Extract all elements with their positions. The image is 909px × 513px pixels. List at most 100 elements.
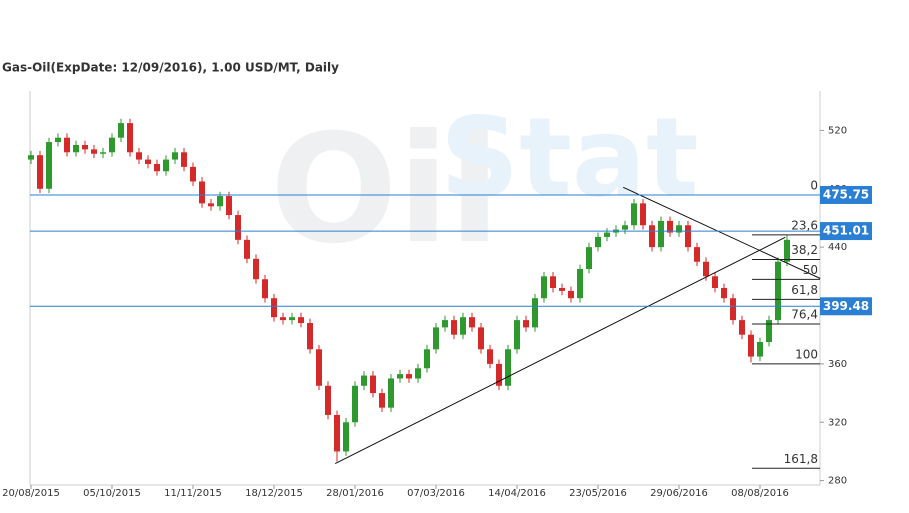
candle-body <box>469 317 475 328</box>
candle-body <box>352 385 358 423</box>
x-tick-label: 20/08/2015 <box>2 488 60 499</box>
fib-label: 161,8 <box>784 452 818 466</box>
candle-body <box>28 155 34 160</box>
price-level-label: 399.48 <box>823 299 869 313</box>
candle-body <box>775 261 781 321</box>
candle-body <box>190 166 196 182</box>
chart-title: Gas-Oil(ExpDate: 12/09/2016), 1.00 USD/M… <box>2 61 339 75</box>
candle-body <box>388 378 394 408</box>
x-tick-label: 14/04/2016 <box>488 488 546 499</box>
candle-body <box>406 374 412 379</box>
candle-body <box>640 203 646 226</box>
candle-body <box>145 159 151 164</box>
candle-body <box>397 374 403 379</box>
candle-body <box>433 327 439 350</box>
candle-body <box>226 196 232 216</box>
candle-body <box>46 142 52 189</box>
candle-body <box>766 320 772 342</box>
candle-body <box>460 317 466 335</box>
candle-body <box>622 225 628 230</box>
fib-label: 38,2 <box>791 243 818 257</box>
y-tick-label: 280 <box>828 476 847 487</box>
candle-body <box>316 349 322 386</box>
candle-body <box>748 334 754 357</box>
candle-body <box>208 203 214 207</box>
candle-body <box>154 163 160 172</box>
candle-body <box>658 220 664 248</box>
candle-body <box>64 137 70 153</box>
candle-body <box>487 349 493 364</box>
candle-body <box>271 298 277 318</box>
candle-body <box>361 375 367 386</box>
candle-body <box>649 225 655 248</box>
candle-body <box>514 320 520 350</box>
candle-body <box>235 215 241 240</box>
candle-body <box>307 323 313 350</box>
candle-body <box>532 298 538 328</box>
candle-body <box>172 152 178 160</box>
candle-body <box>541 276 547 299</box>
fib-label: 61,8 <box>791 283 818 297</box>
candle-body <box>280 317 286 321</box>
candle-body <box>631 203 637 226</box>
trendline <box>334 236 786 464</box>
candle-body <box>55 137 61 143</box>
candle-body <box>523 320 529 328</box>
candle-body <box>667 220 673 233</box>
candle-body <box>118 123 124 138</box>
candle-body <box>604 232 610 237</box>
price-level-label: 451.01 <box>823 224 869 238</box>
candle-body <box>595 236 601 248</box>
candle-body <box>559 288 565 291</box>
candle-body <box>685 225 691 248</box>
candle-body <box>712 276 718 288</box>
fib-label: 0 <box>810 178 818 192</box>
x-tick-label: 18/12/2015 <box>245 488 303 499</box>
candle-body <box>82 144 88 150</box>
watermark: Oil <box>270 103 500 277</box>
candle-body <box>676 225 682 233</box>
candle-body <box>586 247 592 270</box>
x-tick-label: 05/10/2015 <box>83 488 141 499</box>
candle-body <box>181 152 187 167</box>
candle-body <box>370 375 376 394</box>
candle-body <box>334 414 340 452</box>
candle-body <box>199 181 205 204</box>
candle-body <box>424 349 430 369</box>
candle-body <box>244 239 250 259</box>
watermark: Stat <box>440 93 699 221</box>
candle-body <box>253 258 259 280</box>
candle-body <box>757 341 763 357</box>
candle-body <box>136 152 142 160</box>
candle-body <box>109 137 115 153</box>
candle-body <box>127 123 133 153</box>
y-tick-label: 320 <box>828 417 847 428</box>
fib-label: 100 <box>795 347 818 361</box>
fib-label: 50 <box>803 263 818 277</box>
candle-body <box>496 363 502 386</box>
candle-body <box>721 288 727 299</box>
candle-body <box>730 298 736 321</box>
y-tick-label: 520 <box>828 125 847 136</box>
candle-body <box>505 349 511 386</box>
price-level-label: 475.75 <box>823 187 869 201</box>
candle-body <box>442 320 448 328</box>
candle-body <box>577 269 583 299</box>
candle-body <box>100 152 106 154</box>
y-tick-label: 440 <box>828 242 847 253</box>
candle-body <box>73 144 79 153</box>
y-tick-label: 360 <box>828 359 847 370</box>
candle-body <box>478 327 484 350</box>
candle-body <box>217 196 223 207</box>
candle-body <box>703 261 709 277</box>
candle-body <box>262 279 268 299</box>
trendline <box>622 186 821 279</box>
candle-body <box>694 247 700 262</box>
x-tick-label: 07/03/2016 <box>407 488 465 499</box>
price-level-box <box>820 185 872 204</box>
price-level-box <box>820 297 872 316</box>
x-tick-label: 28/01/2016 <box>326 488 384 499</box>
x-tick-label: 23/05/2016 <box>569 488 627 499</box>
candle-body <box>415 368 421 379</box>
